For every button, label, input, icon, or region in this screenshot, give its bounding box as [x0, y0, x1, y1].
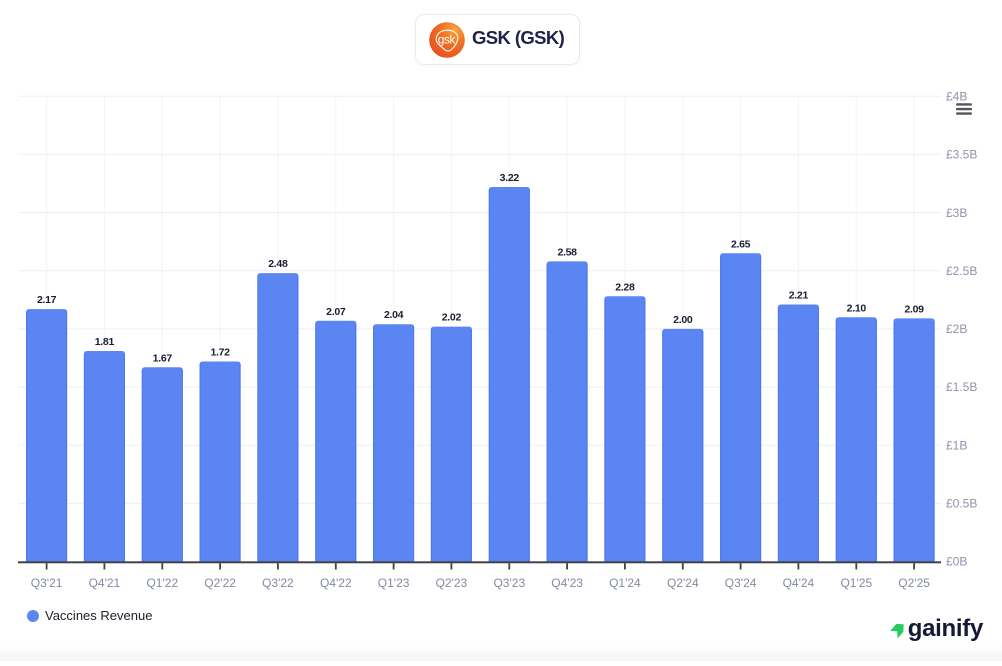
svg-text:Q2'23: Q2'23 [436, 576, 468, 590]
svg-text:Q2'22: Q2'22 [204, 576, 236, 590]
svg-text:£4B: £4B [946, 90, 967, 104]
svg-text:Q1'24: Q1'24 [609, 576, 641, 590]
svg-text:2.58: 2.58 [557, 246, 577, 258]
svg-text:1.72: 1.72 [210, 347, 230, 359]
svg-text:2.28: 2.28 [615, 281, 635, 293]
svg-text:£0.5B: £0.5B [946, 497, 977, 511]
svg-text:2.00: 2.00 [673, 314, 693, 326]
svg-text:Q3'23: Q3'23 [493, 576, 525, 590]
svg-text:gsk: gsk [438, 33, 457, 47]
svg-text:Q1'22: Q1'22 [146, 576, 178, 590]
svg-text:Q3'24: Q3'24 [725, 576, 757, 590]
svg-text:£2B: £2B [946, 322, 967, 336]
svg-text:£3B: £3B [946, 206, 967, 220]
svg-text:2.17: 2.17 [37, 294, 57, 306]
svg-text:2.09: 2.09 [904, 303, 924, 315]
svg-text:Q1'25: Q1'25 [840, 576, 872, 590]
svg-text:2.04: 2.04 [384, 309, 404, 321]
svg-text:2.07: 2.07 [326, 306, 346, 318]
svg-text:Q3'21: Q3'21 [31, 576, 63, 590]
svg-text:1.81: 1.81 [95, 336, 115, 348]
svg-text:£2.5B: £2.5B [946, 264, 977, 278]
svg-text:2.48: 2.48 [268, 258, 288, 270]
svg-text:Q1'23: Q1'23 [378, 576, 410, 590]
svg-text:Q2'25: Q2'25 [898, 576, 930, 590]
svg-text:1.67: 1.67 [153, 352, 173, 364]
svg-text:Q2'24: Q2'24 [667, 576, 699, 590]
svg-text:2.21: 2.21 [789, 290, 809, 302]
svg-text:Q4'22: Q4'22 [320, 576, 352, 590]
svg-text:£1B: £1B [946, 438, 967, 452]
svg-text:£1.5B: £1.5B [946, 380, 977, 394]
svg-text:2.65: 2.65 [731, 238, 751, 250]
svg-text:Q4'23: Q4'23 [551, 576, 583, 590]
svg-text:2.02: 2.02 [442, 312, 462, 324]
svg-text:Q3'22: Q3'22 [262, 576, 294, 590]
svg-text:3.22: 3.22 [500, 172, 520, 184]
svg-text:2.10: 2.10 [847, 302, 867, 314]
svg-text:Q4'21: Q4'21 [89, 576, 121, 590]
svg-text:£0B: £0B [946, 555, 967, 569]
svg-text:£3.5B: £3.5B [946, 148, 977, 162]
svg-text:Q4'24: Q4'24 [783, 576, 815, 590]
